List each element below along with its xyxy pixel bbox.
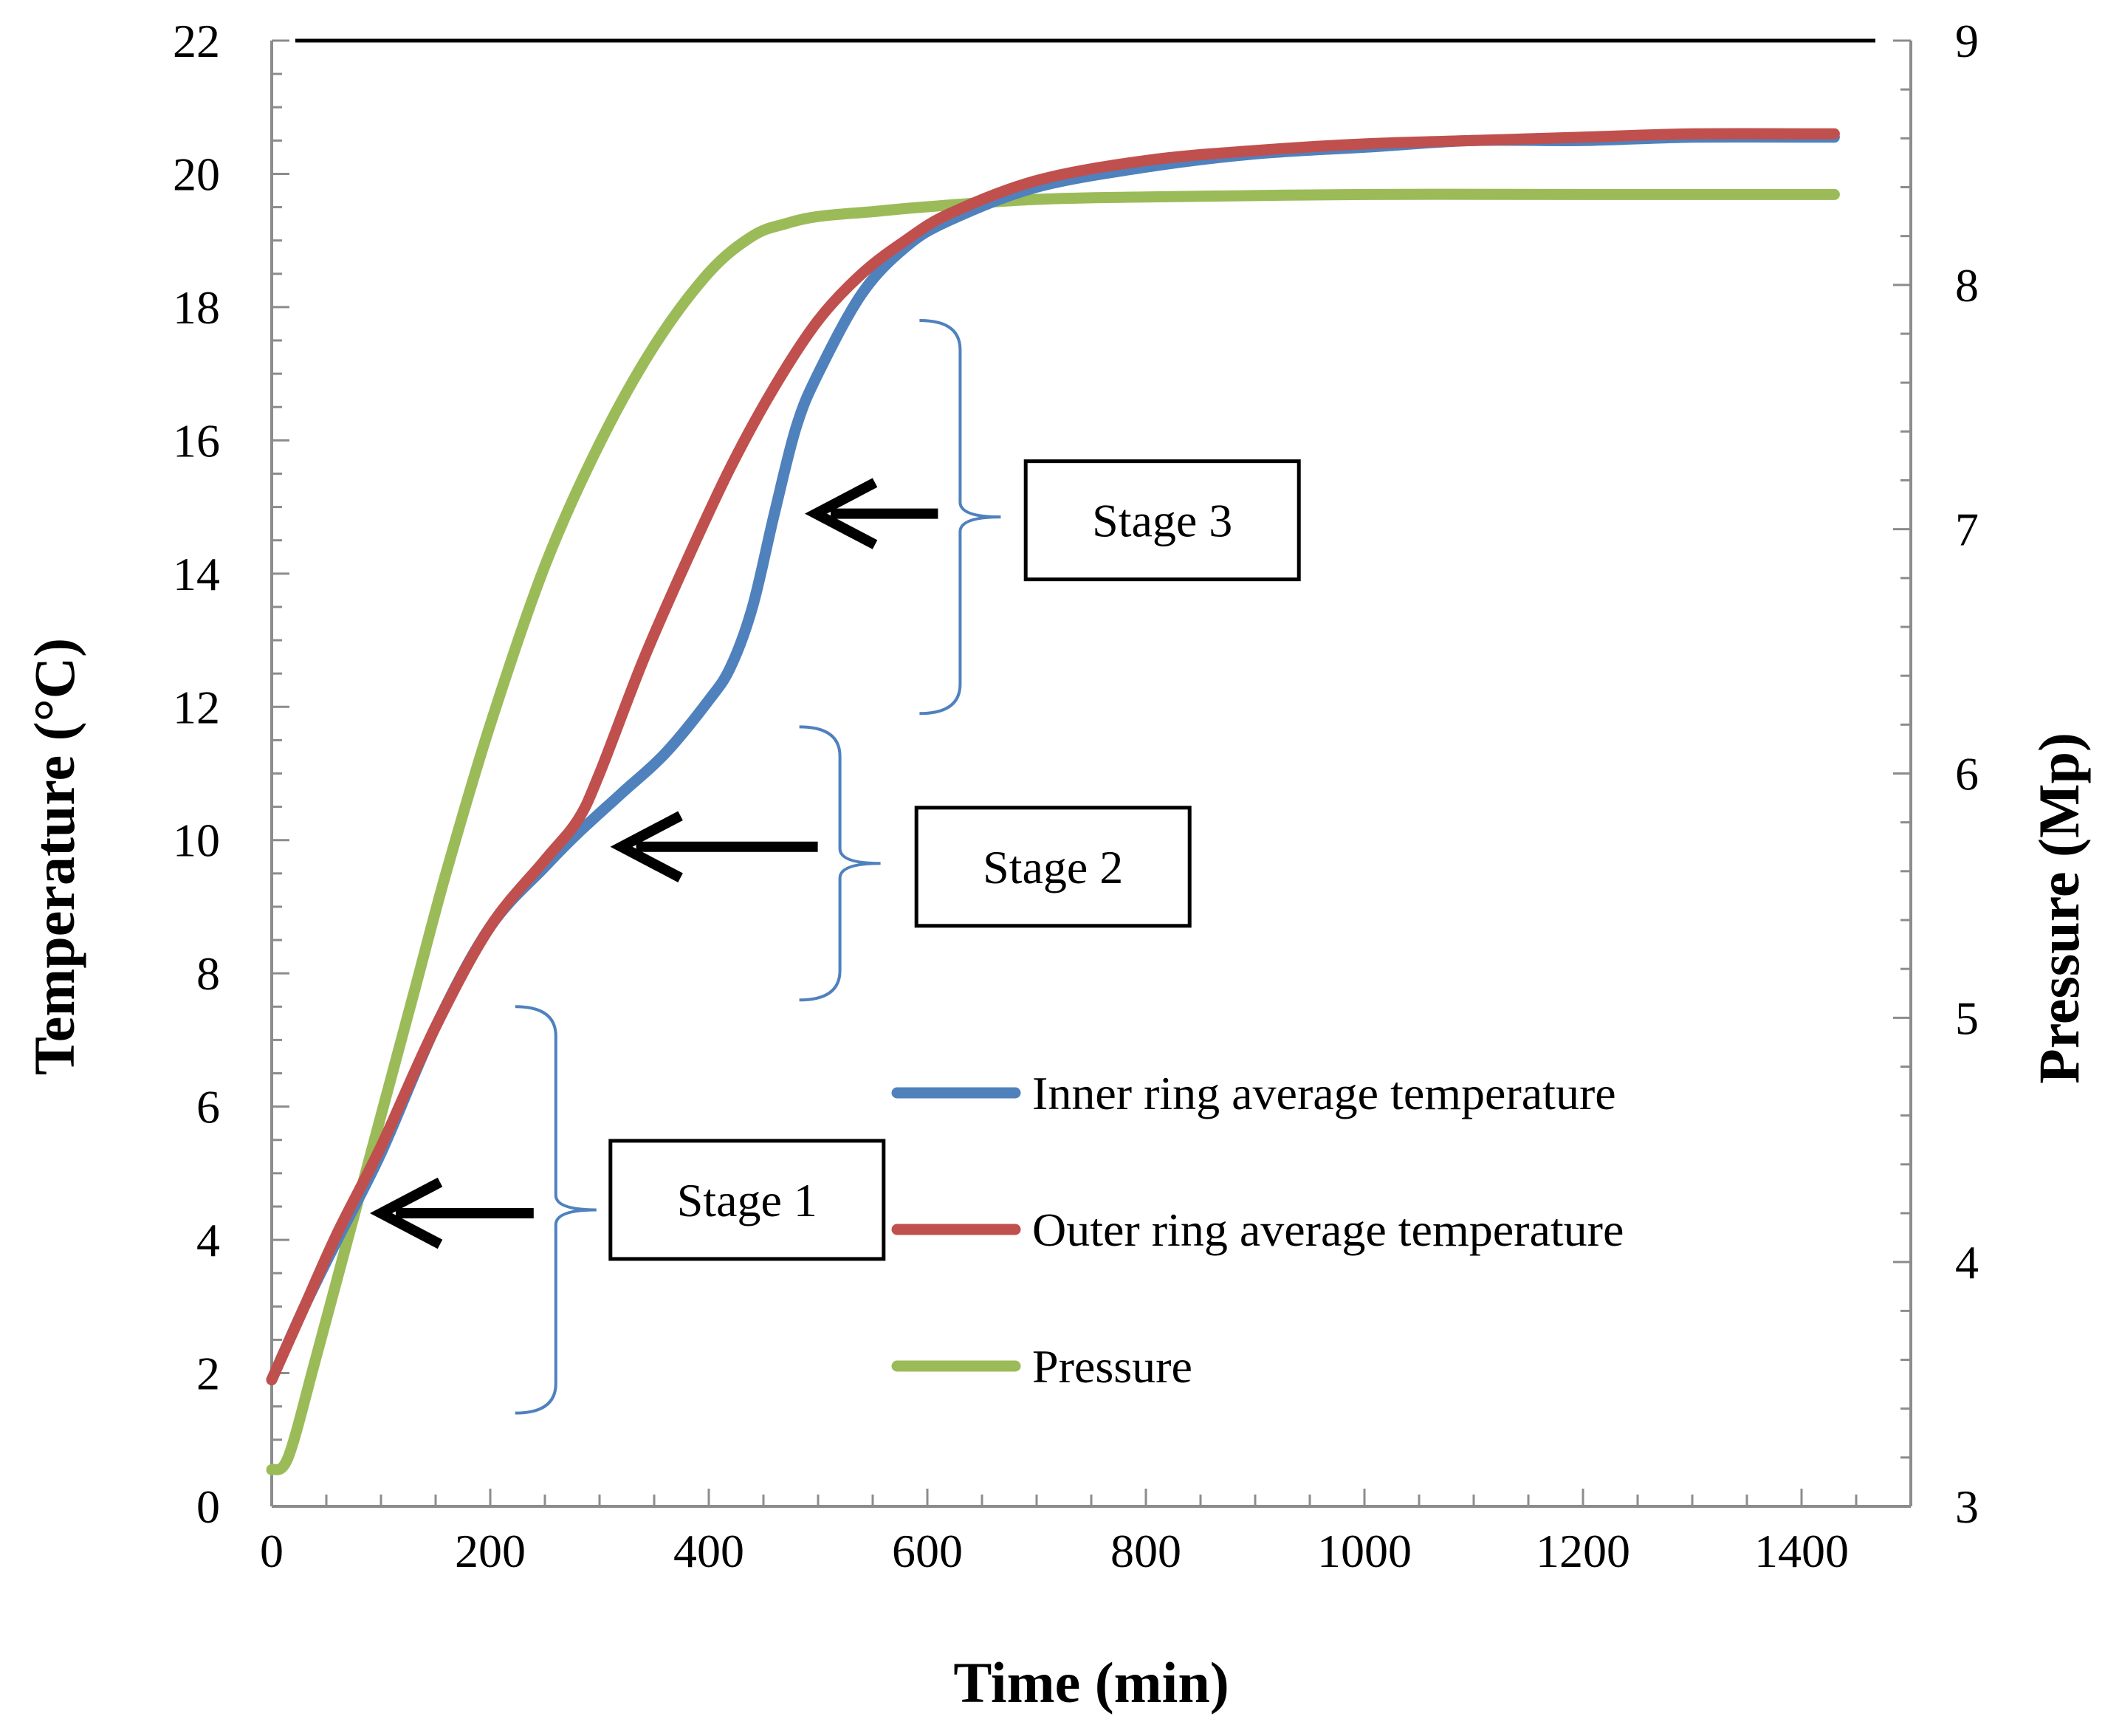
stage-1-arrow-head bbox=[369, 1177, 443, 1249]
legend-label: Inner ring average temperature bbox=[1032, 1067, 1616, 1119]
x-tick-label: 400 bbox=[673, 1525, 744, 1577]
stage-3-box bbox=[1023, 459, 1301, 582]
stage-2-box bbox=[914, 806, 1192, 928]
stage-1-label: Stage 1 bbox=[677, 1174, 817, 1226]
x-tick-label: 1000 bbox=[1317, 1525, 1412, 1577]
stage-annotations: Stage 1 Stage 2 Stage 3 bbox=[369, 318, 1301, 1415]
stage-3-arrow-head bbox=[804, 478, 878, 549]
stage-3-annotation: Stage 3 bbox=[804, 318, 1301, 716]
x-tick-label: 800 bbox=[1110, 1525, 1181, 1577]
stage-1-box bbox=[608, 1139, 886, 1261]
y-tick-label: 18 bbox=[173, 281, 220, 334]
axis-ticks: 0 200 400 600 800 1000 1200 1400 0 2 4 6 8 10 12 14 16 18… bbox=[173, 15, 1979, 1577]
y2-tick-label: 7 bbox=[1955, 504, 1979, 556]
legend: Inner ring average temperature Outer ring… bbox=[891, 1067, 1624, 1393]
stage-1-bracket bbox=[515, 1005, 597, 1415]
y2-tick-label: 3 bbox=[1955, 1481, 1979, 1533]
plot-frame bbox=[270, 38, 1912, 1508]
y2-axis-title: Pressure (Mp) bbox=[2027, 733, 2091, 1084]
y2-tick-label: 8 bbox=[1955, 259, 1979, 312]
y-tick-label: 8 bbox=[196, 947, 220, 1000]
y2-tick-label: 9 bbox=[1955, 15, 1979, 67]
series-line-outer-ring-average-temperature bbox=[266, 128, 1840, 1386]
y-tick-label: 6 bbox=[196, 1081, 220, 1133]
y-tick-label: 12 bbox=[173, 681, 220, 733]
x-tick-label: 1200 bbox=[1536, 1525, 1630, 1577]
series-line-pressure bbox=[266, 188, 1840, 1475]
y-tick-label: 4 bbox=[196, 1214, 220, 1266]
y-tick-label: 0 bbox=[196, 1481, 220, 1533]
stage-2-bracket bbox=[799, 725, 881, 1002]
y2-tick-label: 4 bbox=[1955, 1236, 1979, 1289]
x-tick-label: 1400 bbox=[1754, 1525, 1849, 1577]
legend-item-pressure: Pressure bbox=[891, 1340, 1192, 1393]
y-tick-label: 14 bbox=[173, 548, 220, 600]
stage-2-annotation: Stage 2 bbox=[610, 725, 1192, 1002]
y-tick-label: 10 bbox=[173, 814, 220, 867]
y-axis-title: Temperature (°C) bbox=[22, 638, 86, 1075]
series-layer bbox=[266, 128, 1840, 1475]
y-tick-label: 20 bbox=[173, 148, 220, 200]
y2-tick-label: 6 bbox=[1955, 748, 1979, 800]
y-tick-label: 16 bbox=[173, 414, 220, 467]
legend-label: Pressure bbox=[1032, 1340, 1192, 1393]
legend-item-inner-ring-average-temperature: Inner ring average temperature bbox=[891, 1067, 1616, 1119]
legend-label: Outer ring average temperature bbox=[1032, 1204, 1624, 1256]
y2-tick-label: 5 bbox=[1955, 992, 1979, 1044]
y-tick-label: 2 bbox=[196, 1348, 220, 1400]
stage-2-arrow-head bbox=[610, 811, 683, 882]
legend-item-outer-ring-average-temperature: Outer ring average temperature bbox=[891, 1204, 1624, 1256]
series-line-inner-ring-average-temperature bbox=[266, 131, 1840, 1386]
x-tick-label: 0 bbox=[260, 1525, 284, 1577]
stage-1-annotation: Stage 1 bbox=[369, 1005, 886, 1415]
stage-2-label: Stage 2 bbox=[983, 841, 1123, 893]
stage-3-bracket bbox=[919, 318, 1001, 716]
x-tick-label: 600 bbox=[892, 1525, 963, 1577]
x-tick-label: 200 bbox=[455, 1525, 526, 1577]
x-axis-title: Time (min) bbox=[953, 1650, 1229, 1715]
stage-3-label: Stage 3 bbox=[1092, 495, 1232, 547]
y-tick-label: 22 bbox=[173, 15, 220, 67]
